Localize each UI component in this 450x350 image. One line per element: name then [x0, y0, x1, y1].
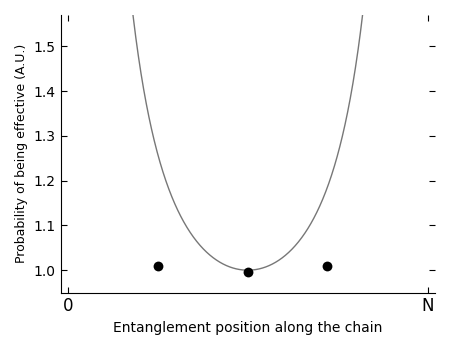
Point [244, 270, 252, 275]
Y-axis label: Probability of being effective (A.U.): Probability of being effective (A.U.) [15, 44, 28, 264]
Point [154, 263, 162, 268]
X-axis label: Entanglement position along the chain: Entanglement position along the chain [113, 321, 382, 335]
Point [324, 263, 331, 268]
